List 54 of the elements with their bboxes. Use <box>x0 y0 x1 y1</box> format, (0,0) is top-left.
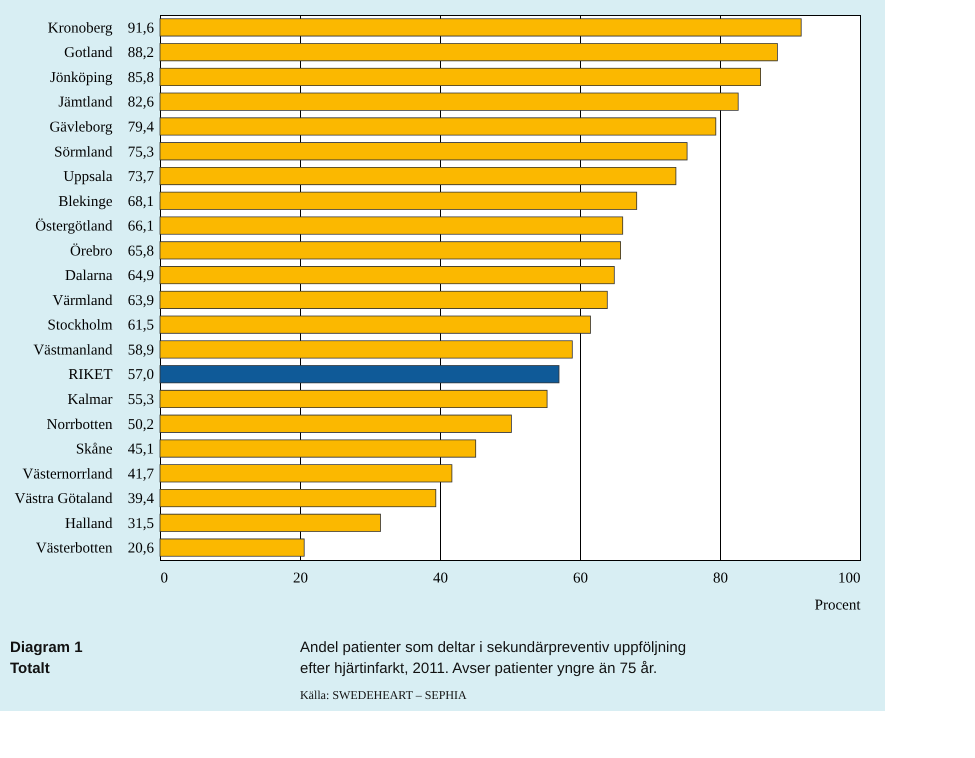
y-tick-label: Kalmar <box>68 392 112 408</box>
text: Andel patienter som deltar i sekundärpreventiv uppföljning efter hjärtinfarkt, 2011. Avser patienter yngre än 75 år. <box>300 639 686 677</box>
x-tick-label: 20 <box>293 570 308 586</box>
text: Diagram 1 Totalt <box>10 639 83 677</box>
y-tick-label: Västerbotten <box>36 540 113 557</box>
y-tick-label: Jönköping <box>50 70 113 86</box>
y-tick-label: Halland <box>65 516 113 532</box>
data-label: 41,7 <box>128 466 154 482</box>
data-label: 68,1 <box>128 194 154 210</box>
y-tick-label: Västra Götaland <box>14 491 113 508</box>
data-label: 39,4 <box>128 491 154 508</box>
data-label: 79,4 <box>128 119 154 136</box>
y-tick-label: Värmland <box>52 292 113 309</box>
y-tick-label: Gävleborg <box>49 119 113 136</box>
y-tick-label: Jämtland <box>58 94 113 111</box>
y-tick-label: Västmanland <box>33 342 113 358</box>
y-tick-label: Örebro <box>70 242 112 260</box>
data-label: 20,6 <box>128 540 154 557</box>
y-tick-label: Skåne <box>76 442 113 458</box>
y-tick-label: Kronoberg <box>48 20 113 36</box>
data-label: 91,6 <box>128 20 154 36</box>
y-tick-label: Uppsala <box>63 169 113 186</box>
data-label: 85,8 <box>128 70 154 86</box>
text: Källa: SWEDEHEART – SEPHIA <box>300 688 468 702</box>
data-label: 65,8 <box>128 243 154 260</box>
x-tick-label: 80 <box>713 570 728 586</box>
data-label: 61,5 <box>128 318 154 334</box>
x-tick-label: 40 <box>433 570 448 586</box>
y-tick-label: Sörmland <box>54 144 113 160</box>
data-label: 58,9 <box>128 342 154 358</box>
data-label: 55,3 <box>128 392 154 408</box>
x-tick-label: 60 <box>573 570 588 586</box>
x-axis-title: Procent <box>814 598 862 614</box>
data-label: 63,9 <box>128 292 154 309</box>
data-label: 88,2 <box>128 45 154 62</box>
y-tick-label: RIKET <box>68 367 112 384</box>
data-label: 82,6 <box>128 94 154 111</box>
y-tick-label: Östergötland <box>35 218 113 235</box>
x-tick-label: 100 <box>838 570 860 586</box>
x-tick-label: 0 <box>160 570 168 586</box>
y-tick-label: Dalarna <box>65 268 113 284</box>
data-label: 64,9 <box>128 268 154 284</box>
data-label: 73,7 <box>128 169 154 186</box>
data-label: 50,2 <box>128 416 154 433</box>
y-tick-label: Västernorrland <box>22 466 113 482</box>
y-tick-label: Stockholm <box>47 318 113 334</box>
y-tick-label: Blekinge <box>58 194 113 210</box>
data-label: 66,1 <box>128 218 154 235</box>
data-label: 31,5 <box>128 516 154 532</box>
data-label: 75,3 <box>128 144 154 160</box>
data-label: 57,0 <box>128 367 154 384</box>
data-label: 45,1 <box>128 442 154 458</box>
y-tick-label: Norrbotten <box>46 416 113 433</box>
y-tick-label: Gotland <box>64 45 113 62</box>
